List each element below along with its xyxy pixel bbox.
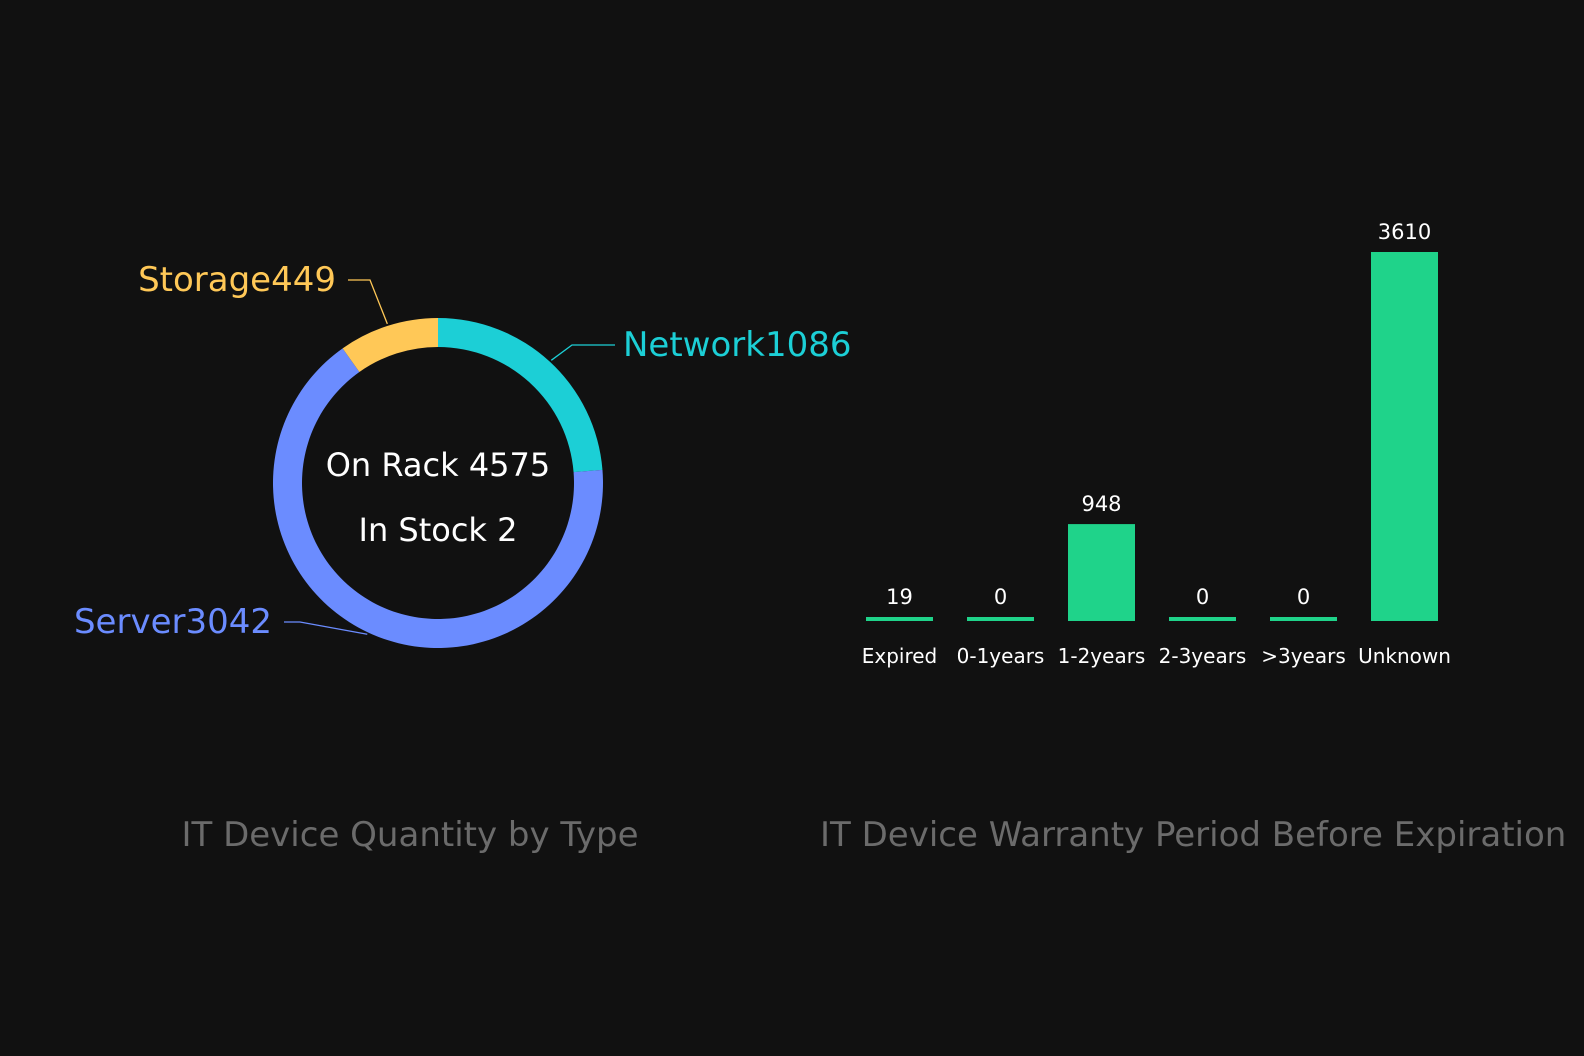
donut-center-on-rack: On Rack 4575 xyxy=(326,446,551,484)
donut-chart-title: IT Device Quantity by Type xyxy=(181,815,639,855)
donut-leader-line-storage xyxy=(348,279,388,325)
bar-1-2years[interactable] xyxy=(1068,524,1135,621)
donut-label-server: Server3042 xyxy=(74,602,272,642)
bar-2-3years[interactable] xyxy=(1169,617,1236,621)
bar-value-label-1-2years: 948 xyxy=(1081,492,1121,516)
bar-value-label-unknown: 3610 xyxy=(1378,220,1431,244)
donut-leader-line-network xyxy=(550,344,615,361)
donut-leader-line-server xyxy=(284,621,368,635)
bar-0-1years[interactable] xyxy=(967,617,1034,621)
bar-chart: 19 Expired 0 0-1years 948 1-2years 0 2-3years 0 >… xyxy=(862,220,1451,668)
bar-value-label-3years: 0 xyxy=(1297,585,1310,609)
donut-label-storage: Storage449 xyxy=(138,260,336,300)
bar-value-label-2-3years: 0 xyxy=(1196,585,1209,609)
bar-chart-title: IT Device Warranty Period Before Expirat… xyxy=(820,815,1567,855)
bar-category-label-2-3years: 2-3years xyxy=(1159,644,1247,668)
bar-unknown[interactable] xyxy=(1371,252,1438,621)
donut-center-in-stock: In Stock 2 xyxy=(359,511,518,549)
bar-category-label-1-2years: 1-2years xyxy=(1058,644,1146,668)
bar-value-label-0-1years: 0 xyxy=(994,585,1007,609)
bar-category-label-0-1years: 0-1years xyxy=(957,644,1045,668)
bar-category-label-expired: Expired xyxy=(862,644,938,668)
bar-chart-panel: 19 Expired 0 0-1years 948 1-2years 0 2-3years 0 >… xyxy=(820,0,1584,1056)
bar-value-label-expired: 19 xyxy=(886,585,913,609)
bar-category-label-3years: >3years xyxy=(1261,644,1346,668)
donut-chart: Network1086 Server3042 Storage449 On Rack 4… xyxy=(74,260,852,649)
donut-chart-panel: Network1086 Server3042 Storage449 On Rack 4… xyxy=(74,260,852,855)
donut-slice-storage[interactable] xyxy=(342,318,438,373)
donut-slice-network[interactable] xyxy=(438,318,603,473)
bar-expired[interactable] xyxy=(866,617,933,621)
bar-3years[interactable] xyxy=(1270,617,1337,621)
bar-category-label-unknown: Unknown xyxy=(1358,644,1451,668)
donut-label-network: Network1086 xyxy=(623,325,852,365)
